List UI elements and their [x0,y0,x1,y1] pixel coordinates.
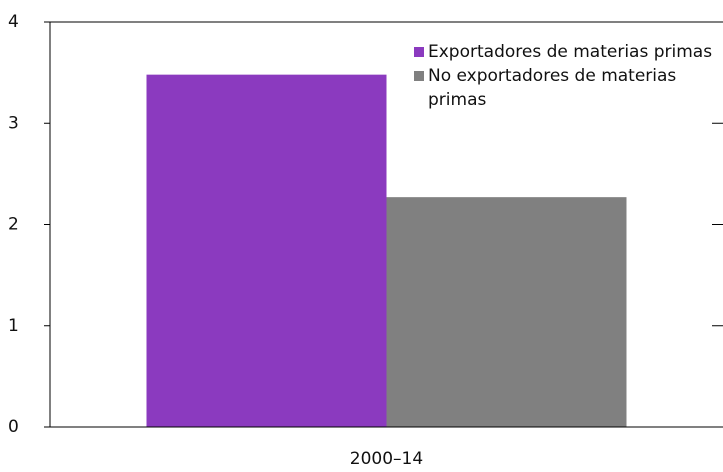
y-tick-label: 4 [8,12,19,32]
legend-label: No exportadores de materias primas [428,66,677,110]
legend: Exportadores de materias primas No export… [414,40,714,112]
y-tick-label: 0 [8,417,19,437]
legend-swatch [414,71,424,81]
legend-item: No exportadores de materias primas [414,64,714,112]
legend-label: Exportadores de materias primas [428,42,713,62]
bar [146,74,387,428]
y-tick-label: 1 [8,316,19,336]
y-tick-label: 2 [8,215,19,235]
x-tick-label: 2000–14 [350,449,423,469]
legend-swatch [414,47,424,57]
bar [386,197,627,427]
legend-item: Exportadores de materias primas [414,40,714,64]
y-tick-label: 3 [8,113,19,133]
